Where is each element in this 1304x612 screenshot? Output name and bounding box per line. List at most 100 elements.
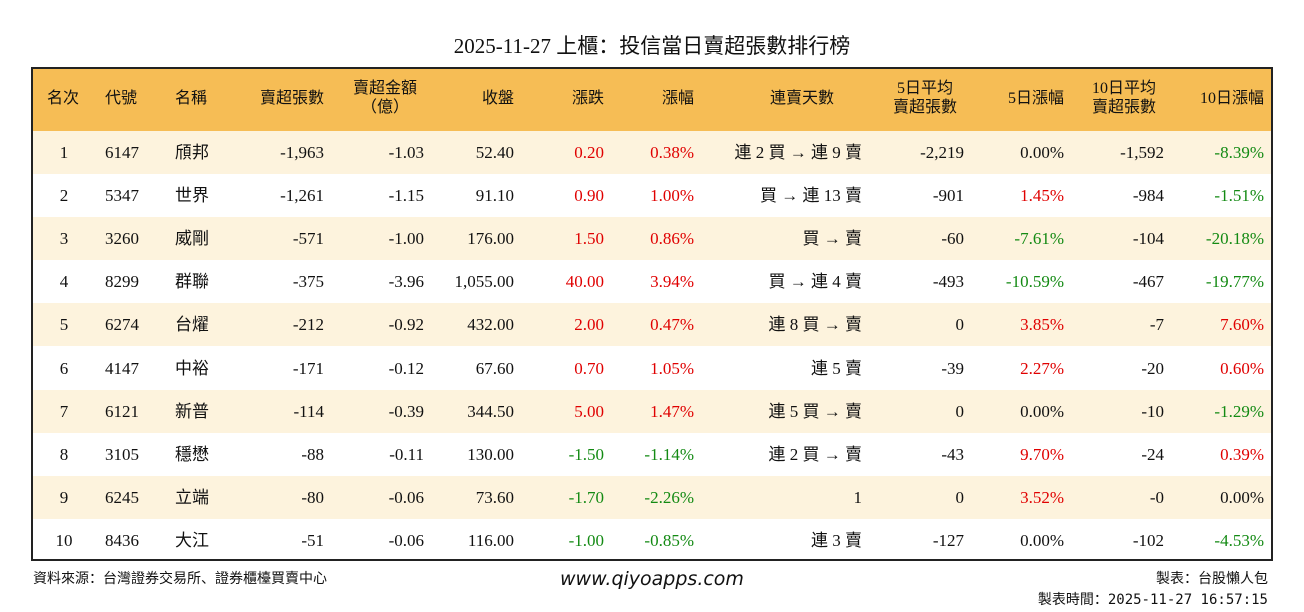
table-cell: -0.85% [644,530,694,550]
table-cell: 3.52% [1020,487,1064,507]
table-cell: 67.60 [475,358,514,378]
header-cell: （億） [360,99,409,116]
table-cell: -1.00 [388,229,424,249]
table-cell: -8.39% [1214,143,1264,162]
table-cell: -10.59% [1005,272,1064,292]
table-cell: -24 [1141,444,1164,464]
table-cell: -10 [1141,401,1164,421]
table-cell: -51 [301,530,324,550]
header-cell: 收盤 [481,90,514,107]
header-cell: 代號 [105,90,138,107]
table-cell: -2,219 [920,143,964,162]
table-cell: 10 [55,530,73,550]
table-cell: 73.60 [475,487,514,507]
table-row: 10 8436 大江 -51 -0.06 116.00 -1.00 -0.85% 連 3 賣 -1… [33,518,1271,559]
table-cell: -20 [1141,358,1164,378]
table-row: 5 6274 台燿 -212 -0.92 432.00 2.00 0.47% 連 8 買 → 賣… [33,303,1271,347]
table-cell: 3 [59,229,69,249]
header-cell: 名稱 [175,90,208,107]
header-cell: 賣超張數 [1091,99,1156,116]
table-cell: 130.00 [467,444,514,464]
table-cell: 5 [59,315,69,335]
table-cell: -1,261 [280,186,324,206]
table-cell: 世界 [175,186,209,206]
table-cell: 91.10 [475,186,514,206]
table-cell: 6245 [105,487,139,507]
table-cell: -212 [292,315,324,335]
table-cell: -171 [292,358,324,378]
table-cell: 2 [59,186,69,206]
table-cell: 344.50 [467,401,514,421]
table-row: 1 6147 頎邦 -1,963 -1.03 52.40 0.20 0.38% 連 2 買 → … [33,131,1271,175]
table-cell: -984 [1132,186,1164,206]
table-row: 2 5347 世界 -1,261 -1.15 91.10 0.90 1.00% 買 → 連 13… [33,174,1271,218]
header-cell: 漲跌 [571,90,604,107]
table-cell: 1.50 [574,229,604,249]
table-cell: 連 5 買 → 賣 [768,401,863,421]
table-cell: -0.06 [388,530,424,550]
table-cell: -467 [1132,272,1164,292]
table-cell: -114 [293,401,324,421]
table-cell: 0.60% [1220,358,1264,378]
author: 製表：台股懶人包 [1156,571,1268,587]
table-cell: 1.00% [650,186,694,206]
table-cell: -43 [941,444,964,464]
table-row: 7 6121 新普 -114 -0.39 344.50 5.00 1.47% 連 5 買 → 賣… [33,389,1271,433]
table-cell: 3260 [105,229,139,249]
table-cell: -375 [292,272,324,292]
table-cell: -0.39 [388,401,424,421]
table-cell: -1.29% [1214,401,1264,421]
table-cell: 1.05% [650,358,694,378]
table-cell: 大江 [175,530,209,550]
table-cell: 0.90 [574,186,604,206]
table-cell: 0.00% [1220,487,1264,507]
table-cell: 3.94% [650,272,694,292]
table-cell: -1.50 [568,444,604,464]
table-row: 4 8299 群聯 -375 -3.96 1,055.00 40.00 3.94% 買 → 連 … [33,260,1271,304]
table-cell: 1,055.00 [454,272,515,292]
table-cell: 432.00 [467,315,514,335]
table-cell: 1.47% [650,401,694,421]
table-cell: 116.00 [467,530,514,550]
header-cell: 連賣天數 [769,90,834,107]
table-cell: -39 [941,358,964,378]
table-cell: -4.53% [1214,530,1264,550]
table-cell: -19.77% [1205,272,1264,292]
header-cell: 賣超金額 [352,80,417,97]
table-cell: 0 [955,487,965,507]
table-cell: -0.06 [388,487,424,507]
table-cell: 連 3 賣 [811,530,862,550]
source: 資料來源：台灣證券交易所、證券櫃檯買賣中心 [33,571,327,587]
table-cell: 9.70% [1020,444,1064,464]
table-cell: -88 [301,444,324,464]
table-cell: -901 [932,186,964,206]
table-cell: 群聯 [175,272,209,292]
table-cell: 頎邦 [175,143,209,162]
table-cell: 1 [853,487,863,507]
header-cell: 賣超張數 [892,99,957,116]
table-cell: 1 [59,143,69,162]
table-cell: -1.00 [568,530,604,550]
table-cell: 6 [59,358,69,378]
table-cell: -20.18% [1205,229,1264,249]
table-cell: 0 [955,315,965,335]
table-cell: 0.39% [1220,444,1264,464]
table-cell: 4147 [105,358,139,378]
table-cell: 0.86% [650,229,694,249]
table-cell: 0.20 [574,143,604,162]
table-cell: -0.11 [389,444,424,464]
table-cell: -1.70 [568,487,604,507]
table-cell: 0.00% [1020,401,1064,421]
header-cell: 10日平均 [1091,80,1156,97]
table-cell: 52.40 [475,143,514,162]
table-cell: 0.70 [574,358,604,378]
table-cell: 8299 [105,272,139,292]
table-cell: 5.00 [574,401,604,421]
table-cell: 0.00% [1020,530,1064,550]
table-cell: 台燿 [175,315,209,335]
table-cell: 2.00 [574,315,604,335]
table-cell: -127 [932,530,964,550]
table-cell: -102 [1132,530,1164,550]
table-cell: 6121 [105,401,139,421]
